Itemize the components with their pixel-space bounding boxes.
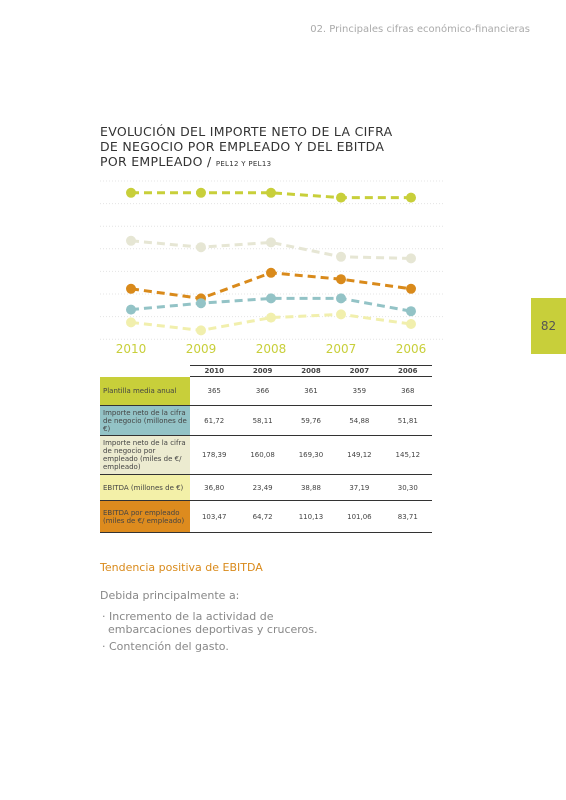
bullet: Incremento de la actividad de embarcacio… [100,610,360,636]
point [266,293,276,304]
point [336,192,346,203]
data-table: 2010 2009 2008 2007 2006 Plantilla media anua… [100,365,432,533]
cell: 359 [335,376,384,406]
x-tick-label: 2010 [116,342,147,356]
column-header: 2009 [238,365,287,377]
point [336,274,346,285]
x-tick-label: 2008 [256,342,287,356]
cell: 149,12 [335,435,384,475]
cell: 51,81 [383,405,432,436]
point [126,283,136,294]
chart-subtitle: PEL12 Y PEL13 [215,160,272,168]
cell: 83,71 [383,500,432,533]
cell: 61,72 [190,405,239,436]
cell: 368 [383,376,432,406]
column-header: 2006 [383,365,432,377]
point [266,187,276,198]
table-row: EBITDA por empleado (miles de €/ emplead… [100,500,432,533]
point [266,237,276,248]
cell: 178,39 [190,435,239,475]
point [406,306,416,317]
point [126,235,136,246]
section-heading: Tendencia positiva de EBITDA [100,561,263,574]
point [406,192,416,203]
point [126,187,136,198]
bullet-list: Incremento de la actividad de embarcacio… [100,606,360,657]
point [336,293,346,304]
row-label: Importe neto de la cifra de negocio (mil… [100,405,190,436]
point [336,251,346,262]
x-tick-label: 2009 [186,342,217,356]
series-line [131,191,411,200]
row-label: EBITDA (millones de €) [100,474,190,501]
chart-title: EVOLUCIÓN DEL IMPORTE NETO DE LA CIFRA D… [100,124,393,169]
cell: 36,80 [190,474,239,501]
point [126,304,136,315]
running-header: 02. Principales cifras económico-financi… [310,24,530,35]
cell: 101,06 [335,500,384,533]
series-line [130,239,412,260]
cell: 361 [286,376,336,406]
x-tick-label: 2006 [396,342,427,356]
intro: Debida principalmente a: [100,589,240,602]
table-header: 2010 2009 2008 2007 2006 [100,365,432,377]
corner [100,366,190,377]
cell: 366 [238,376,287,406]
table-row: Importe neto de la cifra de negocio (mil… [100,405,432,436]
point [266,312,276,323]
bullet: Contención del gasto. [100,640,360,653]
x-tick-label: 2007 [326,342,357,356]
point [406,253,416,264]
cell: 38,88 [286,474,336,501]
cell: 103,47 [190,500,239,533]
column-header: 2008 [286,365,336,377]
series-line [130,296,412,313]
point [196,187,206,198]
cell: 145,12 [383,435,432,475]
point [196,242,206,253]
cell: 30,30 [383,474,432,501]
row-label: EBITDA por empleado (miles de €/ emplead… [100,500,190,533]
point [196,325,206,336]
chart: 2010 2009 2008 2007 2006 [100,180,445,356]
point [266,267,276,278]
table-row: Plantilla media anual 365 366 361 359 368 [100,376,432,406]
page-number: 82 [531,298,566,354]
cell: 59,76 [286,405,336,436]
cell: 110,13 [286,500,336,533]
point [406,283,416,294]
cell: 160,08 [238,435,287,475]
series-line [130,312,412,332]
point [336,309,346,320]
cell: 365 [190,376,239,406]
point [126,317,136,328]
cell: 37,19 [335,474,384,501]
cell: 58,11 [238,405,287,436]
column-header: 2010 [190,365,239,377]
cell: 64,72 [238,500,287,533]
row-label: Importe neto de la cifra de negocio por … [100,435,190,475]
column-header: 2007 [335,365,384,377]
point [406,319,416,329]
table-row: EBITDA (millones de €) 36,80 23,49 38,88 37,… [100,474,432,501]
chart-title-block: EVOLUCIÓN DEL IMPORTE NETO DE LA CIFRA D… [100,124,400,172]
cell: 23,49 [238,474,287,501]
cell: 54,88 [335,405,384,436]
point [196,298,206,309]
table-row: Importe neto de la cifra de negocio por … [100,435,432,475]
row-label: Plantilla media anual [100,376,190,406]
cell: 169,30 [286,435,336,475]
